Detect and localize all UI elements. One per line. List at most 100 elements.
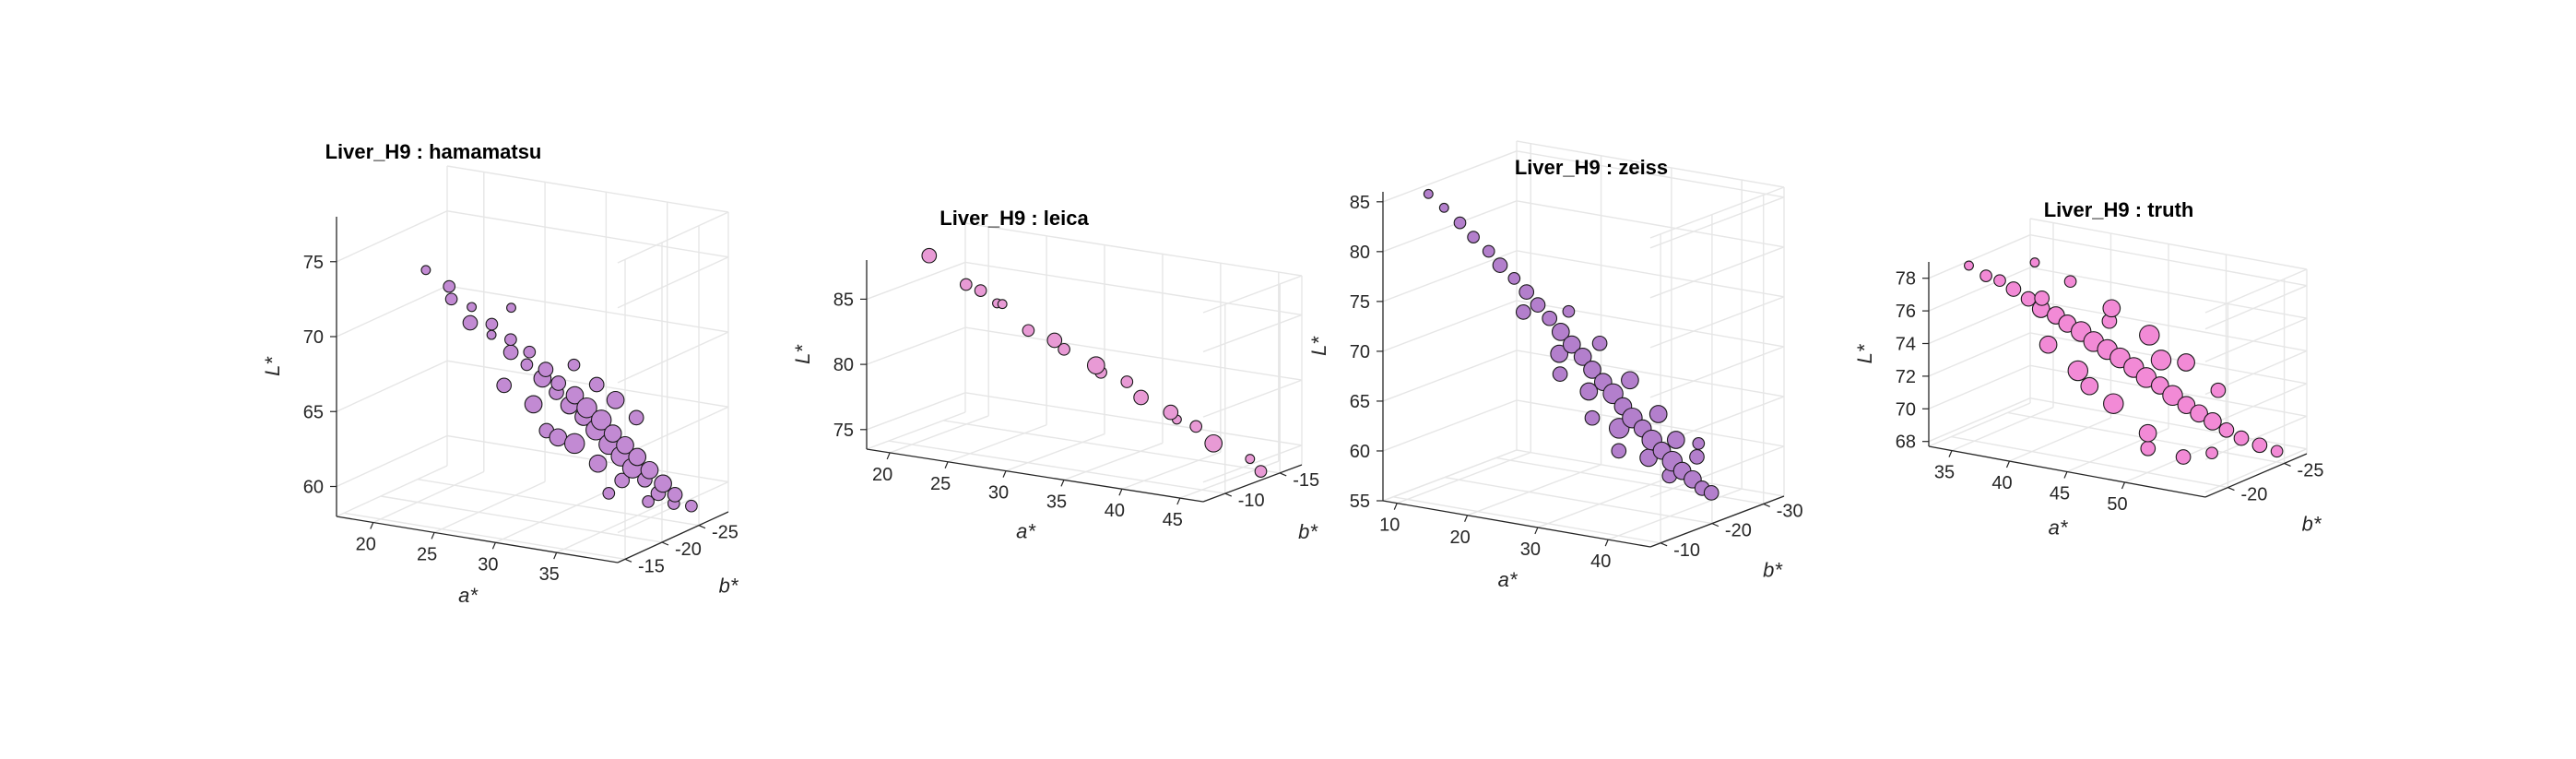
data-point [1692,437,1706,450]
data-point [2251,437,2268,454]
data-point [420,265,431,276]
x-tick-label: 20 [872,465,892,485]
y-tick-label: -20 [675,540,702,560]
x-tick-mark [1534,527,1539,535]
y-tick-label: -10 [1673,540,1700,561]
grid-line-z-side [1649,196,1785,249]
x-tick-label: 40 [1105,501,1125,521]
x-tick-label: 20 [1449,528,1470,548]
grid-line-z-side [2204,285,2308,330]
data-point [1507,272,1521,285]
data-point [1666,431,1685,449]
grid-line-z-left [866,261,966,301]
chart-title: Liver_H9 : leica [939,207,1089,230]
grid-line-z-side [1649,445,1785,498]
data-point [1550,344,1569,363]
y-tick-label: -25 [2298,460,2324,480]
x-tick-mark [1604,539,1609,547]
grid-line-z-left [1382,150,1518,203]
data-point [2063,275,2077,289]
data-point [496,377,513,394]
data-point [2029,257,2040,268]
x-tick-mark [2121,481,2126,490]
chart-title: Liver_H9 : truth [2044,198,2194,221]
z-tick-label: 85 [833,290,854,310]
grid-line-z-back [446,210,729,258]
pane-edge [866,411,966,450]
y-tick-mark [1279,472,1287,477]
x-tick-mark [944,461,949,468]
x-axis-label: a* [2049,516,2069,540]
data-point [443,279,456,293]
grid-line-z-side [1649,246,1785,299]
grid-line-z-side [1202,314,1303,353]
x-tick-mark [1176,497,1181,505]
x-tick-label: 25 [930,474,951,494]
pane-edge [1649,186,1785,239]
z-tick-label: 70 [303,327,324,348]
z-tick-label: 74 [1896,334,1916,354]
grid-line-z-back [2029,267,2308,319]
data-point [2233,430,2250,446]
grid-line-z-back [1516,399,1785,447]
data-point [2038,335,2058,354]
data-point [2005,281,2022,297]
grid-line-y-floor [943,420,1281,474]
data-point [1438,202,1449,213]
y-tick-label: -15 [1293,470,1319,491]
x-tick-label: 35 [1934,463,1955,483]
z-tick-label: 65 [1350,392,1370,412]
data-point [1552,366,1568,382]
data-point [590,409,612,431]
data-point [588,376,605,393]
data-point [606,390,625,409]
data-point [1703,485,1719,501]
x-axis-label: a* [1498,568,1518,591]
data-point [2270,445,2284,458]
data-point [1542,310,1558,326]
data-point [1602,383,1624,405]
z-tick-label: 75 [303,253,324,273]
y-tick-label: -20 [2240,485,2267,505]
data-point [506,302,516,314]
x-tick-label: 25 [417,544,437,564]
y-tick-mark [661,541,669,546]
grid-line-x-floor [1607,488,1743,540]
grid-line-z-left [1928,332,2031,377]
grid-line-x-floor [2124,438,2227,483]
x-tick-mark [1948,450,1953,457]
x-tick-label: 35 [539,564,560,585]
y-axis-label: b* [2302,513,2322,536]
data-point [444,292,458,306]
grid-line-z-back [964,261,1303,316]
grid-line-z-side [2204,317,2308,362]
grid-line-z-left [1382,250,1518,302]
grid-line-z-side [2204,448,2308,493]
x-tick-mark [1464,515,1469,523]
grid-line-z-side [1202,445,1303,483]
grid-line-y-floor [380,495,663,543]
grid-line-z-back [1516,300,1785,348]
data-point [1562,335,1581,354]
grid-line-z-back [2029,234,2308,287]
grid-line-z-back [1516,200,1785,248]
data-point [1086,356,1105,375]
data-point [603,424,622,443]
y-axis-line [2204,453,2308,498]
pane-edge [1928,402,2031,447]
z-tick-label: 75 [833,421,854,441]
x-tick-mark [1002,470,1007,478]
data-point [1648,405,1668,423]
grid-line-z-left [336,360,448,412]
y-axis-label: b* [1298,520,1318,543]
grid-line-x-floor [889,415,989,454]
data-point [2204,412,2222,431]
x-tick-label: 50 [2107,494,2127,515]
grid-line-y-floor [1951,435,2228,489]
x-tick-label: 10 [1379,516,1400,536]
z-tick-label: 68 [1896,433,1916,453]
data-point [1518,284,1535,300]
grid-line-z-left [336,434,448,488]
data-point [1591,335,1608,351]
